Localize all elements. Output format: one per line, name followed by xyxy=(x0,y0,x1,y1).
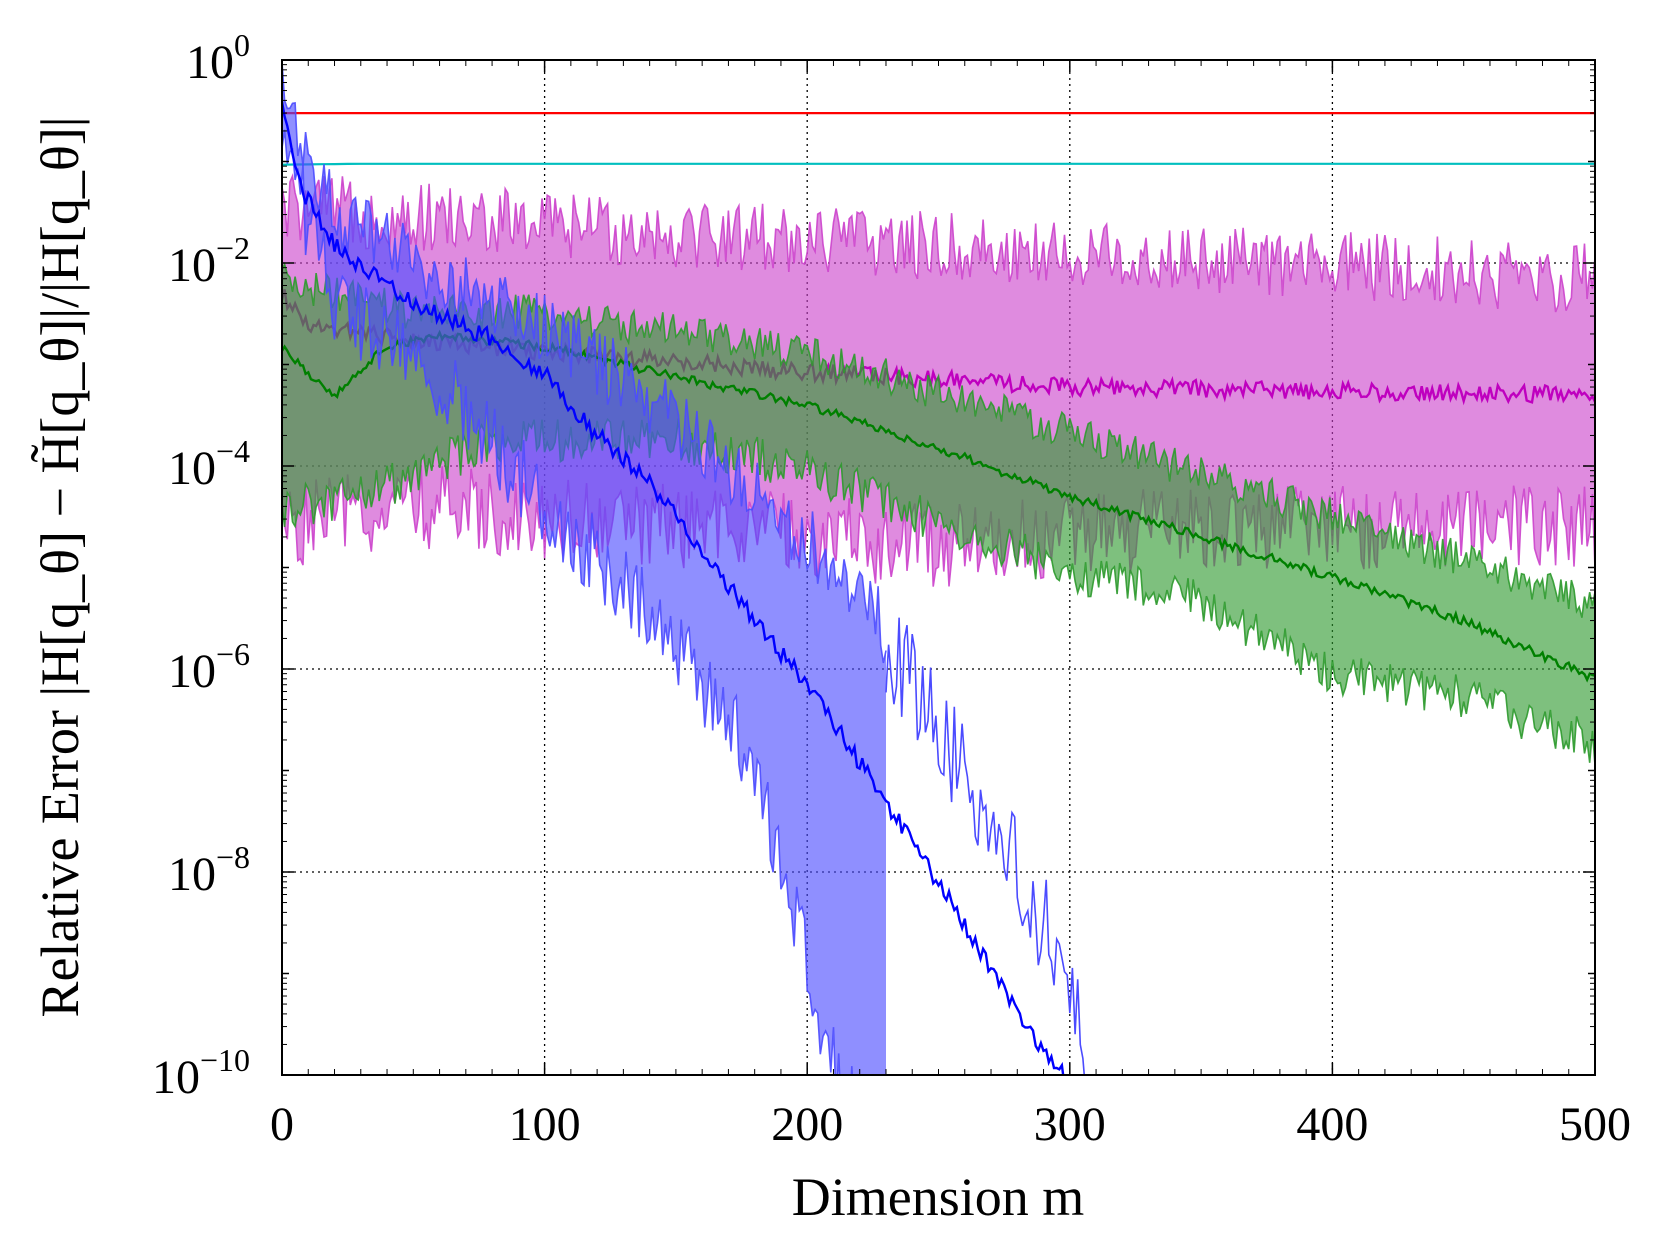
y-tick-label: 10−4 xyxy=(168,433,250,495)
x-tick-label: 200 xyxy=(771,1098,843,1151)
x-tick-label: 300 xyxy=(1034,1098,1106,1151)
y-tick-label: 10−8 xyxy=(168,839,250,901)
y-axis-title: Relative Error |H[q_θ] − H̃[q_θ]|/|H[q_θ… xyxy=(30,116,90,1017)
x-tick-label: 400 xyxy=(1296,1098,1368,1151)
series-line xyxy=(282,101,1065,1075)
series-band-upper-edge xyxy=(282,173,1595,313)
series-group xyxy=(282,62,1086,1075)
series-line xyxy=(282,162,1595,166)
x-tick-label: 100 xyxy=(509,1098,581,1151)
series-band-upper-edge xyxy=(885,617,1086,1075)
plot-frame xyxy=(281,59,1596,1076)
y-tick-label: 10−2 xyxy=(168,230,250,292)
x-tick-label: 0 xyxy=(270,1098,294,1151)
y-tick-labels: 100 10−2 10−4 10−6 10−8 10−10 xyxy=(152,27,250,1104)
series-band-lower-edge xyxy=(282,129,853,1075)
series-group xyxy=(282,162,1595,166)
x-tick-label: 500 xyxy=(1559,1098,1631,1151)
y-tick-label: 10−6 xyxy=(168,636,250,698)
y-tick-label: 10−10 xyxy=(152,1042,250,1104)
x-tick-labels: 0 100 200 300 400 500 xyxy=(270,1098,1631,1151)
y-tick-label: 100 xyxy=(186,27,250,89)
series-layer xyxy=(282,62,1595,1075)
x-axis-title: Dimension m xyxy=(792,1167,1085,1227)
series-band-upper-edge xyxy=(282,62,887,664)
series-band xyxy=(282,62,886,1075)
